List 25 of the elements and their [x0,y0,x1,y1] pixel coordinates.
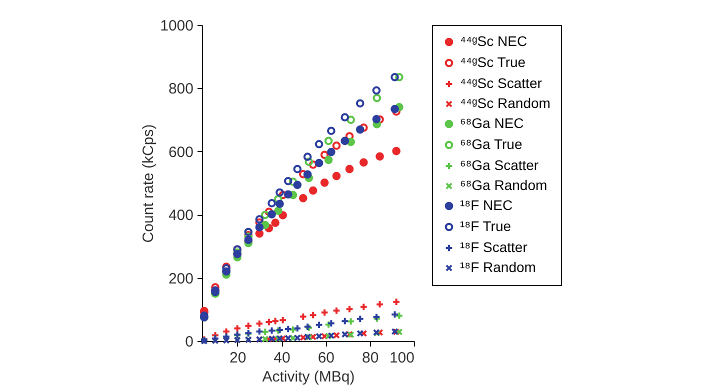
x-tick-label: 40 [274,350,290,366]
legend-label: ⁴⁴ᵍSc Scatter [460,75,542,91]
x-tick-label: 80 [362,350,379,366]
legend-label: ¹⁸F Random [460,259,536,275]
legend-label: ⁶⁸Ga Scatter [460,157,539,173]
y-tick-label: 1000 [160,18,194,34]
legend-label: ¹⁸F NEC [460,197,513,213]
legend-label: ¹⁸F True [460,218,512,234]
x-axis-title: Activity (MBq) [262,368,355,386]
x-tick-label: 100 [389,350,414,366]
y-tick-label: 600 [168,144,194,161]
legend-label: ¹⁸F Scatter [460,239,528,255]
legend-label: ⁶⁸Ga True [460,136,522,152]
x-tick-label: 20 [229,350,246,366]
y-tick-label: 400 [168,207,194,224]
legend-label: ⁴⁴ᵍSc True [460,54,526,70]
y-tick-label: 0 [185,334,194,350]
legend-label: ⁶⁸Ga NEC [460,115,524,131]
x-tick-label: 60 [318,350,335,366]
y-tick-label: 800 [168,80,194,98]
y-axis-title: Count rate (kCps) [140,124,158,243]
y-tick-label: 200 [168,270,194,288]
legend-label: ⁶⁸Ga Random [460,177,548,193]
legend-label: ⁴⁴ᵍSc NEC [460,33,528,49]
legend-label: ⁴⁴ᵍSc Random [460,95,550,111]
